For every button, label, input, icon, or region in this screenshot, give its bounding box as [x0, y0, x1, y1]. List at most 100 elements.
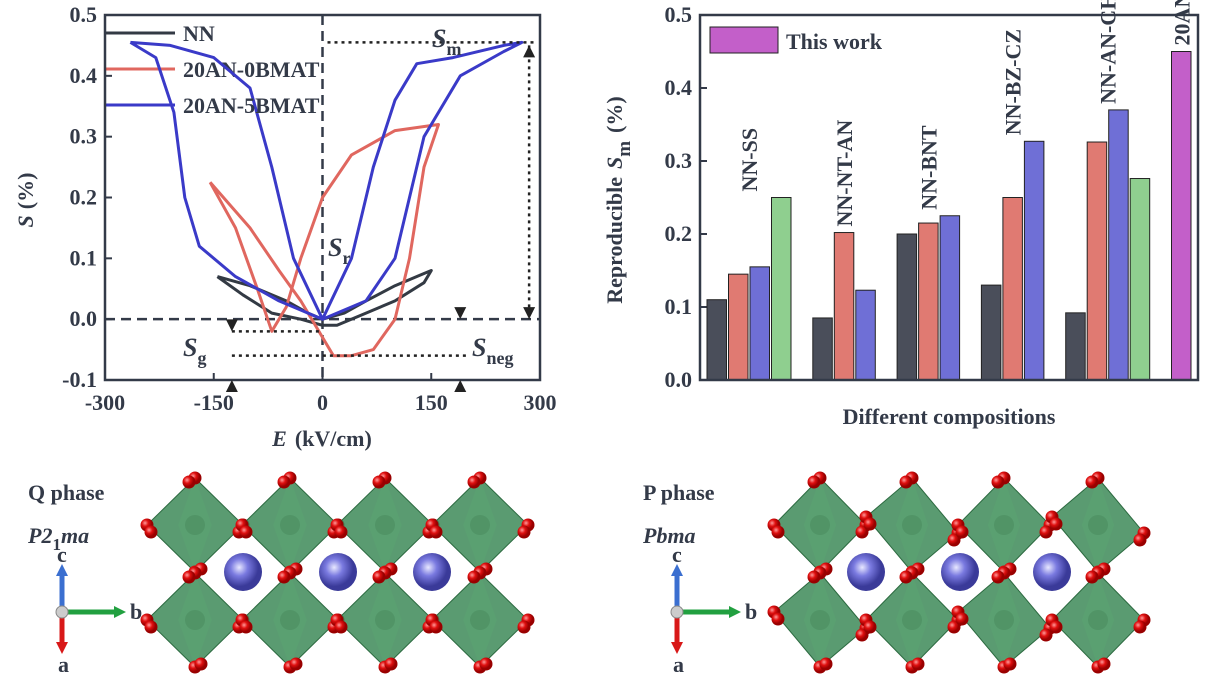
- axis-b-head: [729, 606, 741, 618]
- space-group-rest: ma: [61, 523, 89, 548]
- bar: [980, 284, 1002, 381]
- center-atom: [994, 515, 1014, 535]
- oxygen-atom: [144, 525, 158, 539]
- oxygen-atom: [1085, 570, 1099, 584]
- oxygen-atom: [1133, 620, 1147, 634]
- x-axis-label: Different compositions: [843, 404, 1056, 429]
- annotation-sub: neg: [486, 348, 513, 368]
- center-atom: [902, 515, 922, 535]
- oxygen-atom: [1039, 628, 1053, 642]
- bar: [918, 222, 939, 381]
- bar: [1108, 109, 1129, 381]
- center-atom: [470, 515, 490, 535]
- arrow-head: [225, 319, 238, 332]
- category-label: 20AN-5BMAT: [1169, 0, 1194, 46]
- cation: [941, 553, 979, 591]
- x-tick-label: -150: [194, 390, 234, 415]
- y-tick-label: 0.1: [70, 245, 98, 270]
- center-atom: [280, 515, 300, 535]
- crystal: [55, 471, 535, 674]
- oxygen-atom: [289, 657, 303, 671]
- y-tick-label: 0.0: [70, 306, 98, 331]
- bar: [771, 197, 792, 381]
- axis-origin: [670, 605, 684, 619]
- oxygen-atom: [182, 570, 196, 584]
- center-atom: [280, 610, 300, 630]
- y-tick-label: 0.3: [70, 124, 98, 149]
- bar: [749, 266, 770, 381]
- crystal: [670, 471, 1151, 674]
- oxygen-atom: [991, 475, 1005, 489]
- x-axis-unit: (kV/cm): [295, 426, 372, 451]
- oxygen-atom: [911, 657, 925, 671]
- oxygen-atom: [334, 525, 348, 539]
- bar: [706, 299, 727, 381]
- axis-label-a: a: [673, 652, 684, 677]
- bar: [1023, 140, 1045, 381]
- y-tick-label: 0.1: [665, 294, 693, 319]
- legend-label: This work: [786, 29, 883, 54]
- oxygen-atom: [144, 620, 158, 634]
- bar: [728, 273, 749, 381]
- center-atom: [810, 515, 830, 535]
- y-axis-symbol: S: [13, 215, 38, 227]
- oxygen-atom: [467, 570, 481, 584]
- y-axis-text: Reproducible: [602, 177, 627, 304]
- category-label: NN-BZ-CZ: [1001, 29, 1026, 135]
- annotation: Sm: [432, 24, 461, 59]
- cation: [413, 553, 451, 591]
- bar: [1086, 141, 1108, 381]
- annotation-symbol: S: [183, 333, 197, 362]
- oxygen-atom: [334, 620, 348, 634]
- center-atom: [1088, 610, 1108, 630]
- axis-label-b: b: [745, 599, 757, 624]
- space-group-main: Pbma: [642, 523, 696, 548]
- oxygen-atom: [429, 525, 443, 539]
- x-axis-symbol: E: [271, 426, 287, 451]
- y-axis-unit: (%): [13, 173, 38, 210]
- y-axis-label: S (%): [13, 173, 38, 228]
- bar: [1171, 51, 1192, 381]
- y-tick-label: -0.1: [62, 367, 97, 392]
- oxygen-atom: [384, 657, 398, 671]
- oxygen-atom: [863, 620, 877, 634]
- arrow-head: [523, 45, 536, 58]
- center-atom: [1088, 515, 1108, 535]
- y-tick-label: 0.4: [70, 63, 98, 88]
- y-tick-label: 0.5: [665, 2, 693, 27]
- oxygen-atom: [372, 570, 386, 584]
- axis-c-head: [671, 564, 683, 576]
- arrow-head: [454, 380, 467, 392]
- axis-label-b: b: [130, 599, 142, 624]
- bar: [1002, 197, 1023, 381]
- oxygen-atom: [947, 533, 961, 547]
- category-label: NN-NT-AN: [832, 120, 857, 227]
- y-axis-label: Reproducible Sm (%): [602, 96, 635, 303]
- oxygen-atom: [429, 620, 443, 634]
- space-group-main: P2: [27, 523, 52, 548]
- axis-a-head: [56, 642, 68, 654]
- oxygen-atom: [771, 525, 785, 539]
- oxygen-atom: [771, 612, 785, 626]
- center-atom: [810, 610, 830, 630]
- space-group: Pbma: [642, 523, 696, 548]
- center-atom: [185, 515, 205, 535]
- annotation: Sneg: [472, 333, 513, 368]
- oxygen-atom: [855, 628, 869, 642]
- axis-label-c: c: [57, 542, 67, 567]
- y-axis-symbol: S: [602, 157, 627, 169]
- bar: [939, 215, 961, 381]
- oxygen-atom: [194, 657, 208, 671]
- oxygen-atom: [807, 475, 821, 489]
- axis-label-c: c: [672, 542, 682, 567]
- oxygen-atom: [479, 657, 493, 671]
- x-tick-label: 0: [317, 390, 328, 415]
- space-group: P21ma: [27, 523, 89, 554]
- center-atom: [994, 610, 1014, 630]
- y-axis-unit: (%): [602, 96, 627, 133]
- y-axis-sub: m: [614, 141, 635, 157]
- cation: [319, 553, 357, 591]
- cation: [224, 553, 262, 591]
- annotation-symbol: S: [432, 24, 446, 53]
